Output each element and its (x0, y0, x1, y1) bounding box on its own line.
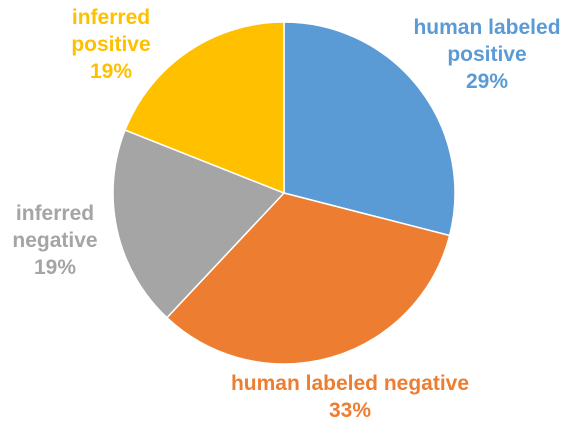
label-line: human labeled negative (230, 372, 470, 395)
pie-slices (112, 21, 456, 365)
percent-label: 33% (328, 399, 372, 422)
pie-slice-inferred-negative (112, 129, 286, 319)
label-line: inferred (71, 6, 151, 29)
percent-label: 19% (89, 60, 133, 83)
data-label-human-labeled-negative: human labeled negative 33% (180, 370, 520, 424)
percent-label: 29% (465, 70, 509, 93)
label-line: negative (12, 229, 98, 252)
percent-label: 19% (33, 256, 77, 279)
label-line: positive (71, 33, 151, 56)
data-label-inferred-positive: inferred positive 19% (56, 4, 166, 85)
pie-slice-inferred-positive (124, 21, 285, 195)
pie-slice-human-labeled-negative (165, 192, 451, 365)
label-line: positive (447, 43, 527, 66)
label-line: human labeled (413, 16, 561, 39)
pie-slice-human-labeled-positive (283, 21, 456, 237)
label-line: inferred (15, 202, 95, 225)
data-label-inferred-negative: inferred negative 19% (0, 200, 110, 281)
data-label-human-labeled-positive: human labeled positive 29% (382, 14, 565, 95)
